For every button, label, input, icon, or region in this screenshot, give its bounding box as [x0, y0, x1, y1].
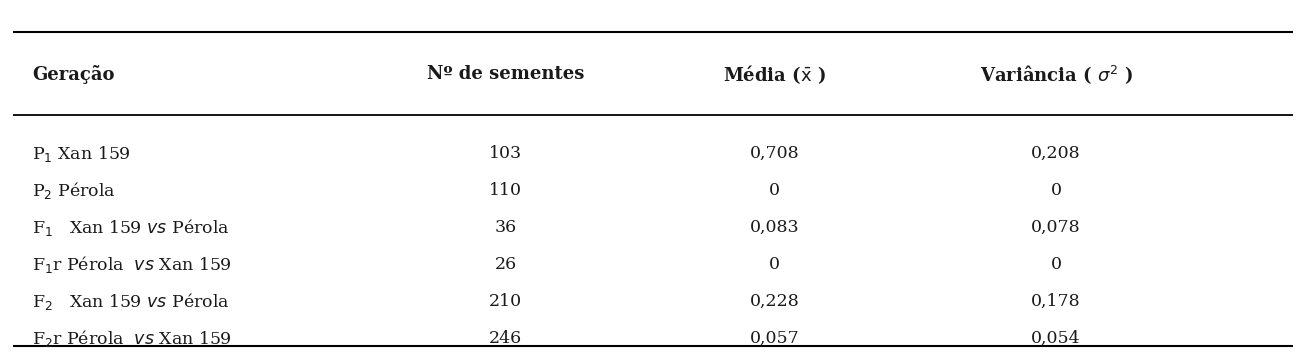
Text: 0,228: 0,228	[750, 293, 799, 310]
Text: F$_1$   Xan 159 $vs$ Pérola: F$_1$ Xan 159 $vs$ Pérola	[33, 217, 230, 238]
Text: Geração: Geração	[33, 65, 115, 84]
Text: 26: 26	[495, 256, 517, 273]
Text: 103: 103	[490, 145, 522, 162]
Text: F$_2$r Pérola  $vs$ Xan 159: F$_2$r Pérola $vs$ Xan 159	[33, 328, 232, 349]
Text: 0: 0	[769, 256, 780, 273]
Text: 0: 0	[1050, 256, 1062, 273]
Text: 0,178: 0,178	[1032, 293, 1081, 310]
Text: P$_2$ Pérola: P$_2$ Pérola	[33, 180, 116, 201]
Text: 0: 0	[769, 182, 780, 199]
Text: 0,708: 0,708	[750, 145, 799, 162]
Text: Variância ( $\sigma^2$ ): Variância ( $\sigma^2$ )	[980, 63, 1132, 86]
Text: 0,083: 0,083	[750, 219, 799, 236]
Text: F$_1$r Pérola  $vs$ Xan 159: F$_1$r Pérola $vs$ Xan 159	[33, 254, 232, 275]
Text: 210: 210	[490, 293, 522, 310]
Text: P$_1$ Xan 159: P$_1$ Xan 159	[33, 144, 131, 163]
Text: 0: 0	[1050, 182, 1062, 199]
Text: 110: 110	[490, 182, 522, 199]
Text: 0,057: 0,057	[750, 330, 799, 347]
Text: Média ($\bar{\mathrm{x}}$ ): Média ($\bar{\mathrm{x}}$ )	[724, 63, 827, 86]
Text: 36: 36	[495, 219, 517, 236]
Text: Nº de sementes: Nº de sementes	[427, 65, 585, 83]
Text: 246: 246	[490, 330, 522, 347]
Text: 0,054: 0,054	[1032, 330, 1081, 347]
Text: 0,208: 0,208	[1032, 145, 1081, 162]
Text: F$_2$   Xan 159 $vs$ Pérola: F$_2$ Xan 159 $vs$ Pérola	[33, 291, 230, 312]
Text: 0,078: 0,078	[1032, 219, 1081, 236]
